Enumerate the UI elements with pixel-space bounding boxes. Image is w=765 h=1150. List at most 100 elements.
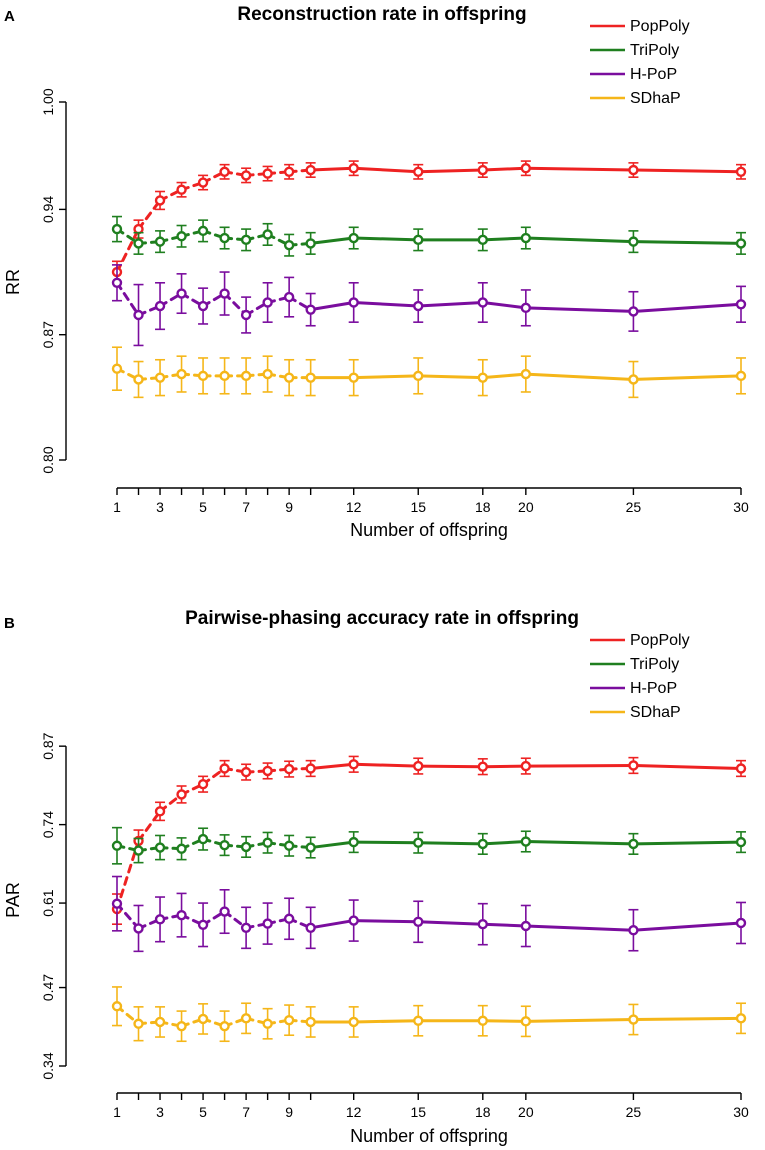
- data-point: [154, 914, 166, 925]
- data-point: [154, 300, 166, 312]
- x-tick-label: 15: [410, 499, 426, 515]
- data-point: [133, 238, 144, 249]
- data-point: [477, 838, 488, 850]
- series-line-segment: [352, 374, 420, 380]
- data-point: [154, 842, 166, 853]
- data-point: [735, 238, 747, 249]
- data-point: [283, 763, 295, 775]
- data-point: [133, 374, 144, 385]
- y-tick-label: 0.47: [40, 974, 56, 1001]
- data-point: [240, 766, 252, 778]
- x-tick-label: 30: [733, 1104, 749, 1120]
- y-tick-label: 0.94: [40, 196, 56, 223]
- legend-entry: TriPoly: [590, 42, 679, 59]
- x-tick-label: 7: [242, 499, 250, 515]
- series-line-segment: [631, 840, 743, 846]
- series-line-segment: [416, 764, 485, 769]
- legend-entry: SDhaP: [590, 704, 681, 721]
- data-point: [283, 372, 295, 383]
- data-point: [176, 843, 187, 854]
- series-line-segment: [631, 374, 743, 381]
- data-point: [240, 1013, 252, 1024]
- data-point: [240, 234, 252, 246]
- data-point: [628, 925, 639, 936]
- data-point: [628, 760, 639, 771]
- legend-label: H-PoP: [630, 680, 677, 697]
- series-sdhap: [111, 986, 747, 1043]
- series-poppoly: [111, 160, 747, 284]
- y-tick-label: 0.87: [40, 732, 56, 759]
- x-tick-label: 20: [518, 1104, 534, 1120]
- x-tick-label: 1: [113, 1104, 121, 1120]
- panel-a-y-axis-label: RR: [3, 269, 23, 295]
- x-tick-label: 30: [733, 499, 749, 515]
- series-line-segment: [481, 166, 528, 172]
- series-line-segment: [631, 1016, 743, 1022]
- series-line-segment: [524, 1018, 635, 1023]
- series-h-pop: [111, 875, 747, 953]
- series-line-segment: [631, 302, 743, 313]
- x-tick-label: 5: [199, 1104, 207, 1120]
- data-point: [348, 759, 359, 770]
- data-point: [520, 760, 532, 772]
- data-point: [413, 916, 424, 927]
- data-point: [305, 164, 316, 176]
- data-point: [477, 234, 488, 246]
- x-tick-label: 3: [156, 1104, 164, 1120]
- x-tick-label: 15: [410, 1104, 426, 1120]
- data-point: [348, 915, 359, 926]
- data-point: [628, 164, 639, 176]
- series-line-segment: [352, 919, 420, 924]
- data-point: [413, 760, 424, 772]
- x-tick-label: 25: [626, 499, 642, 515]
- data-point: [520, 836, 532, 847]
- legend-label: PopPoly: [630, 18, 690, 35]
- series-line-segment: [481, 764, 528, 769]
- series-line-segment: [309, 300, 356, 312]
- panel-b-legend: PopPoly TriPoly H-PoP SDhaP: [590, 632, 690, 721]
- panel-b-plot-area: 0.34 0.47 0.61 0.74 0.87 1 3 5 7 9 12 15 18 20 25 30: [40, 732, 749, 1120]
- series-line-segment: [481, 840, 528, 846]
- data-point: [348, 297, 359, 308]
- data-point: [133, 1018, 144, 1029]
- data-point: [111, 363, 123, 374]
- data-point: [176, 184, 187, 195]
- series-line-segment: [352, 236, 420, 242]
- y-tick-label: 0.34: [40, 1052, 56, 1079]
- data-point: [197, 919, 209, 930]
- data-point: [197, 833, 209, 845]
- series-line-segment: [309, 166, 356, 172]
- legend-label: SDhaP: [630, 90, 681, 107]
- data-point: [413, 234, 424, 246]
- data-point: [240, 841, 252, 853]
- x-tick-label: 12: [346, 1104, 362, 1120]
- data-point: [477, 297, 488, 308]
- data-point: [111, 898, 123, 909]
- data-point: [283, 913, 295, 924]
- data-point: [240, 922, 252, 934]
- panel-a-title: Reconstruction rate in offspring: [237, 4, 526, 25]
- data-point: [219, 906, 230, 917]
- data-point: [111, 1001, 123, 1012]
- data-point: [197, 225, 209, 237]
- data-point: [305, 1016, 316, 1028]
- panel-a: A Reconstruction rate in offspring Numbe…: [3, 4, 749, 540]
- data-point: [111, 223, 123, 235]
- data-point: [628, 374, 639, 385]
- y-tick-label: 1.00: [40, 88, 56, 115]
- data-point: [520, 920, 532, 932]
- data-point: [520, 1016, 532, 1027]
- legend-label: TriPoly: [630, 42, 679, 59]
- data-point: [348, 1016, 359, 1028]
- data-point: [133, 923, 144, 934]
- data-point: [735, 370, 747, 382]
- data-point: [154, 372, 166, 383]
- data-point: [348, 372, 359, 383]
- series-line-segment: [115, 281, 141, 317]
- data-point: [111, 277, 123, 288]
- legend-entry: TriPoly: [590, 656, 679, 673]
- data-point: [520, 163, 532, 174]
- legend-label: TriPoly: [630, 656, 679, 673]
- series-poppoly: [111, 755, 747, 925]
- series-tripoly: [111, 826, 747, 865]
